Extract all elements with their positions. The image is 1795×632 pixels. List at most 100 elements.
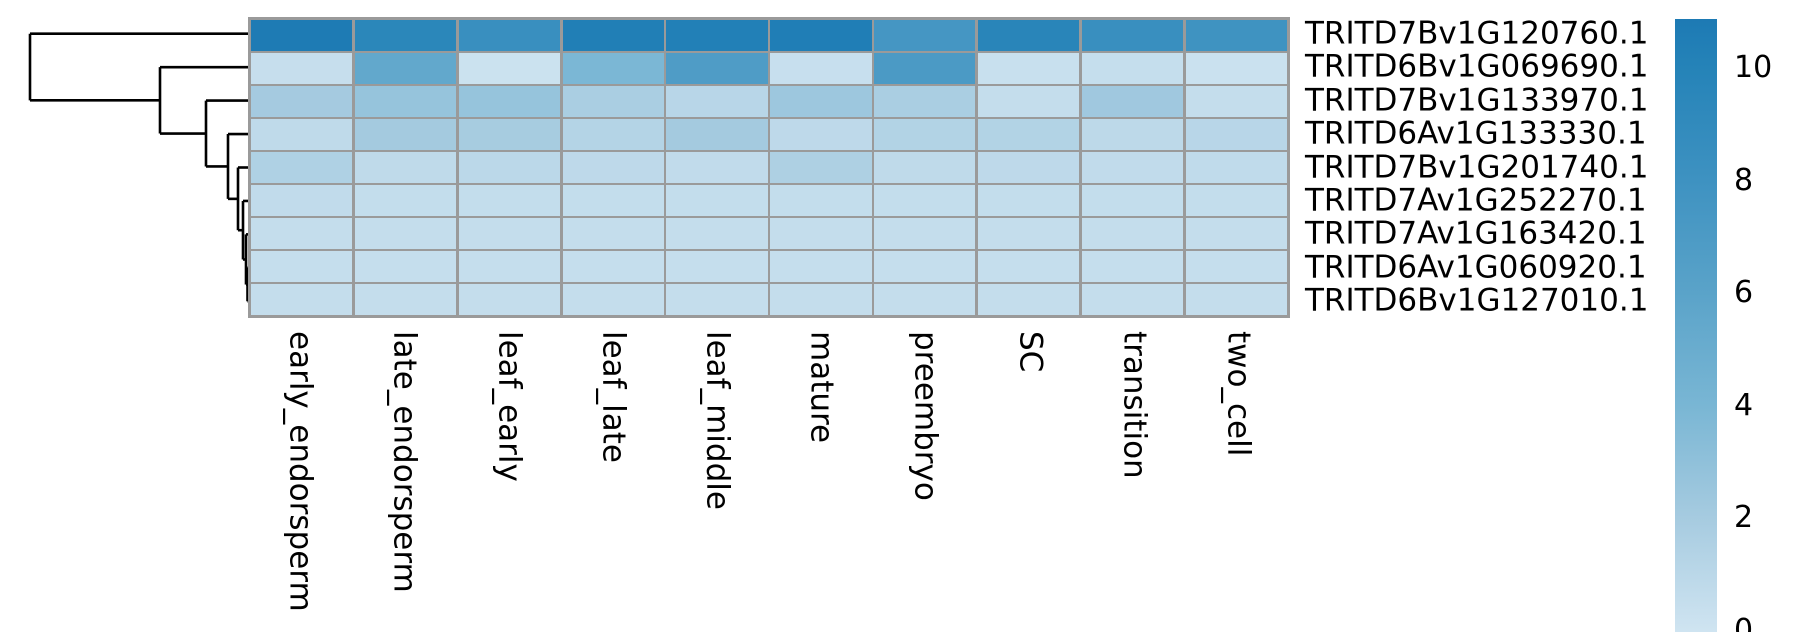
heatmap-cell	[770, 119, 872, 150]
heatmap-cell	[354, 251, 457, 282]
heatmap-cell	[977, 119, 1080, 150]
heatmap-cell	[354, 53, 457, 84]
heatmap-cell	[770, 152, 872, 183]
heatmap-cell	[354, 152, 457, 183]
column-label: SC	[1012, 331, 1048, 373]
heatmap-grid	[248, 17, 1290, 318]
heatmap-cell	[666, 20, 768, 51]
column-label: leaf_middle	[699, 331, 736, 510]
heatmap-cell	[1081, 86, 1184, 117]
heatmap-cell	[458, 185, 561, 216]
heatmap-cell	[562, 218, 664, 249]
heatmap-cell	[251, 86, 353, 117]
heatmap-cell	[251, 152, 353, 183]
heatmap-cell	[458, 251, 561, 282]
heatmap-cell	[977, 152, 1080, 183]
row-label: TRITD6Av1G060920.1	[1305, 249, 1647, 286]
heatmap-cell	[458, 119, 561, 150]
colorbar-tick-label: 8	[1734, 162, 1754, 198]
heatmap-cell	[1081, 152, 1184, 183]
heatmap-cell	[354, 185, 457, 216]
column-label: preembryo	[907, 331, 944, 501]
heatmap-cell	[458, 86, 561, 117]
heatmap-cell	[562, 251, 664, 282]
heatmap-cell	[1081, 284, 1184, 315]
heatmap-cell	[666, 185, 768, 216]
heatmap-cell	[251, 119, 353, 150]
heatmap-cell	[977, 185, 1080, 216]
heatmap-cell	[977, 284, 1080, 315]
heatmap-cell	[562, 20, 664, 51]
colorbar-tick-label: 4	[1734, 387, 1754, 423]
heatmap-cell	[1185, 284, 1287, 315]
heatmap-cell	[458, 284, 561, 315]
heatmap-cell	[251, 251, 353, 282]
heatmap-cell	[458, 218, 561, 249]
heatmap-cell	[1081, 119, 1184, 150]
heatmap-cell	[1185, 218, 1287, 249]
column-label: transition	[1116, 331, 1153, 479]
heatmap-cell	[1185, 20, 1287, 51]
column-label: late_endorsperm	[386, 331, 423, 593]
heatmap-cell	[251, 185, 353, 216]
heatmap-cell	[770, 185, 872, 216]
heatmap-cell	[874, 284, 976, 315]
row-label: TRITD7Av1G163420.1	[1305, 215, 1647, 252]
heatmap-cell	[1185, 152, 1287, 183]
colorbar-tick-label: 0	[1734, 612, 1754, 632]
heatmap-cell	[562, 119, 664, 150]
colorbar-tick-label: 6	[1734, 275, 1754, 310]
heatmap-cell	[354, 20, 457, 51]
heatmap-cell	[562, 86, 664, 117]
colorbar-gradient	[1675, 19, 1717, 632]
heatmap-cell	[977, 53, 1080, 84]
heatmap-cell	[874, 251, 976, 282]
column-label: two_cell	[1220, 331, 1257, 457]
heatmap-cell	[458, 20, 561, 51]
heatmap-cell	[770, 284, 872, 315]
heatmap-cell	[666, 152, 768, 183]
row-label: TRITD6Bv1G127010.1	[1305, 282, 1649, 319]
heatmap-cell	[666, 119, 768, 150]
column-label: mature	[803, 331, 840, 444]
heatmap-cell	[874, 152, 976, 183]
row-label: TRITD6Av1G133330.1	[1305, 115, 1647, 152]
heatmap-cell	[874, 119, 976, 150]
heatmap-cell	[562, 185, 664, 216]
heatmap-cell	[251, 20, 353, 51]
heatmap-cell	[666, 284, 768, 315]
heatmap-cell	[874, 185, 976, 216]
heatmap-cell	[977, 218, 1080, 249]
heatmap-cell	[1081, 53, 1184, 84]
heatmap-cell	[354, 284, 457, 315]
heatmap-cell	[251, 218, 353, 249]
heatmap-cell	[562, 152, 664, 183]
heatmap-cell	[770, 218, 872, 249]
colorbar-tick-label: 2	[1734, 500, 1754, 535]
column-label: leaf_early	[491, 331, 527, 482]
heatmap-cell	[1185, 53, 1287, 84]
heatmap-cell	[977, 86, 1080, 117]
heatmap-cell	[1081, 218, 1184, 249]
row-label: TRITD7Bv1G120760.1	[1305, 15, 1649, 52]
heatmap-cell	[770, 251, 872, 282]
heatmap-cell	[458, 152, 561, 183]
heatmap-cell	[562, 284, 664, 315]
heatmap-cell	[666, 53, 768, 84]
column-label: leaf_late	[595, 331, 632, 463]
heatmap-cell	[666, 86, 768, 117]
heatmap-cell	[354, 119, 457, 150]
heatmap-cell	[251, 284, 353, 315]
heatmap-cell	[874, 53, 976, 84]
heatmap-cell	[458, 53, 561, 84]
column-label: early_endorsperm	[282, 331, 319, 612]
heatmap-cell	[251, 53, 353, 84]
row-label: TRITD7Av1G252270.1	[1305, 182, 1647, 219]
heatmap-cell	[1081, 185, 1184, 216]
row-label: TRITD7Bv1G201740.1	[1305, 149, 1649, 185]
heatmap-cell	[874, 86, 976, 117]
heatmap-cell	[977, 20, 1080, 51]
heatmap-cell	[1081, 20, 1184, 51]
heatmap-cell	[874, 20, 976, 51]
row-label: TRITD7Bv1G133970.1	[1305, 82, 1649, 119]
